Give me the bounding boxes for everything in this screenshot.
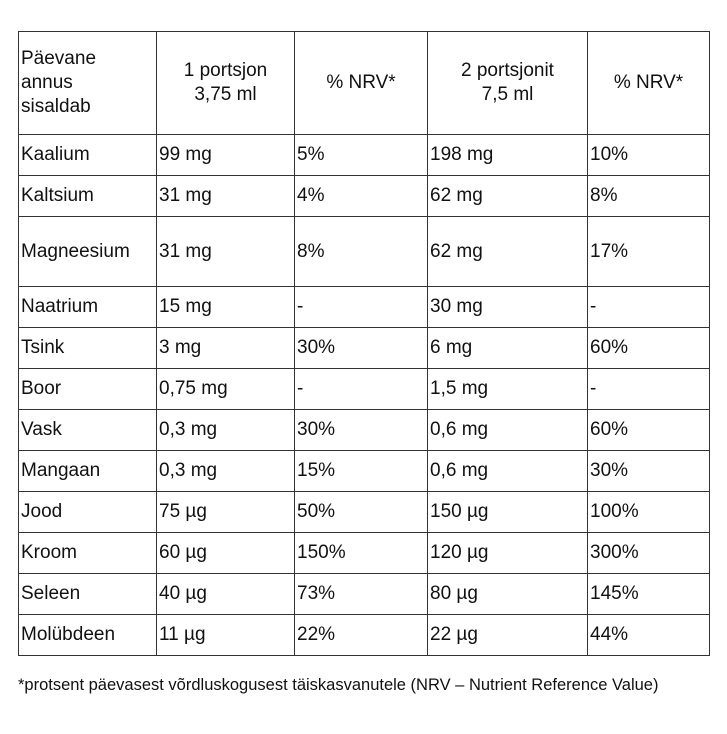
cell-nutrient: Magneesium [18,216,157,287]
header-nrv-2: % NRV* [587,31,710,135]
cell-nutrient: Seleen [18,573,157,615]
header-line: sisaldab [21,96,91,117]
cell-nutrient: Molübdeen [18,614,157,656]
table-row: Naatrium 15 mg -30 mg - [18,286,710,328]
cell-amount-2: 0,6 mg [427,450,588,492]
cell-nrv-2: 17% [587,216,710,287]
cell-nutrient: Vask [18,409,157,451]
cell-nrv-2: 10% [587,134,710,176]
header-line: annus [21,72,73,93]
cell-nrv-2: 44% [587,614,710,656]
table-row: Boor 0,75 mg -1,5 mg - [18,368,710,410]
cell-nutrient: Mangaan [18,450,157,492]
table-row: Kaltsium 31 mg 4% 62 mg 8% [18,175,710,217]
cell-amount-2: 1,5 mg [427,368,588,410]
cell-nrv-1: 30% [294,327,428,369]
header-2-portions: 2 portsjonit 7,5 ml [427,31,588,135]
cell-nutrient: Tsink [18,327,157,369]
cell-amount-2: 80 µg [427,573,588,615]
table-row: Tsink 3 mg 30% 6 mg 60% [18,327,710,369]
header-row: Päevane annus sisaldab 1 portsjon 3,75 m… [18,31,710,135]
cell-nrv-1: 4% [294,175,428,217]
cell-nutrient: Boor [18,368,157,410]
cell-amount-1: 11 µg [156,614,295,656]
cell-nrv-2: 60% [587,327,710,369]
cell-nrv-2: 8% [587,175,710,217]
cell-nrv-2: - [587,286,710,328]
cell-amount-2: 150 µg [427,491,588,533]
cell-nutrient: Kaltsium [18,175,157,217]
cell-nrv-1: 30% [294,409,428,451]
table-row: Magneesium 31 mg 8% 62 mg 17% [18,216,710,287]
table-row: Jood 75 µg 50% 150 µg 100% [18,491,710,533]
cell-amount-2: 62 mg [427,216,588,287]
table-row: Molübdeen 11 µg 22% 22 µg 44% [18,614,710,656]
header-1-portion: 1 portsjon 3,75 ml [156,31,295,135]
cell-nrv-1: 22% [294,614,428,656]
cell-nutrient: Kaalium [18,134,157,176]
cell-amount-1: 75 µg [156,491,295,533]
table-row: Vask 0,3 mg 30% 0,6 mg 60% [18,409,710,451]
cell-amount-1: 99 mg [156,134,295,176]
cell-nrv-1: - [294,286,428,328]
table-row: Kaalium 99 mg 5% 198 mg 10% [18,134,710,176]
cell-amount-1: 0,3 mg [156,409,295,451]
header-nutrient: Päevane annus sisaldab [18,31,157,135]
cell-amount-2: 30 mg [427,286,588,328]
header-line: Päevane [21,48,97,69]
cell-nrv-1: 73% [294,573,428,615]
cell-amount-2: 62 mg [427,175,588,217]
header-line: 2 portsjonit [461,60,554,81]
table-row: Kroom 60 µg 150% 120 µg 300% [18,532,710,574]
cell-amount-1: 3 mg [156,327,295,369]
cell-nrv-2: 100% [587,491,710,533]
cell-nutrient: Kroom [18,532,157,574]
table-row: Mangaan 0,3 mg 15% 0,6 mg 30% [18,450,710,492]
header-nrv-1: % NRV* [294,31,428,135]
cell-amount-2: 22 µg [427,614,588,656]
cell-amount-1: 31 mg [156,175,295,217]
cell-nrv-1: - [294,368,428,410]
cell-nutrient: Naatrium [18,286,157,328]
cell-amount-2: 0,6 mg [427,409,588,451]
cell-amount-1: 40 µg [156,573,295,615]
cell-amount-1: 31 mg [156,216,295,287]
table-row: Seleen 40 µg 73% 80 µg 145% [18,573,710,615]
cell-nrv-1: 5% [294,134,428,176]
cell-nrv-1: 8% [294,216,428,287]
cell-amount-2: 198 mg [427,134,588,176]
cell-amount-2: 120 µg [427,532,588,574]
header-line: 3,75 ml [194,84,257,105]
cell-nrv-1: 15% [294,450,428,492]
cell-nrv-1: 150% [294,532,428,574]
footnote: *protsent päevasest võrdluskogusest täis… [18,676,659,694]
header-line: 7,5 ml [481,84,534,105]
cell-nrv-1: 50% [294,491,428,533]
cell-amount-1: 60 µg [156,532,295,574]
cell-nrv-2: 145% [587,573,710,615]
cell-nutrient: Jood [18,491,157,533]
header-line: 1 portsjon [183,60,268,81]
cell-nrv-2: 30% [587,450,710,492]
nutrition-table: Päevane annus sisaldab 1 portsjon 3,75 m… [18,31,710,656]
cell-nrv-2: - [587,368,710,410]
cell-amount-1: 0,3 mg [156,450,295,492]
cell-amount-2: 6 mg [427,327,588,369]
cell-nrv-2: 60% [587,409,710,451]
cell-nrv-2: 300% [587,532,710,574]
cell-amount-1: 15 mg [156,286,295,328]
cell-amount-1: 0,75 mg [156,368,295,410]
